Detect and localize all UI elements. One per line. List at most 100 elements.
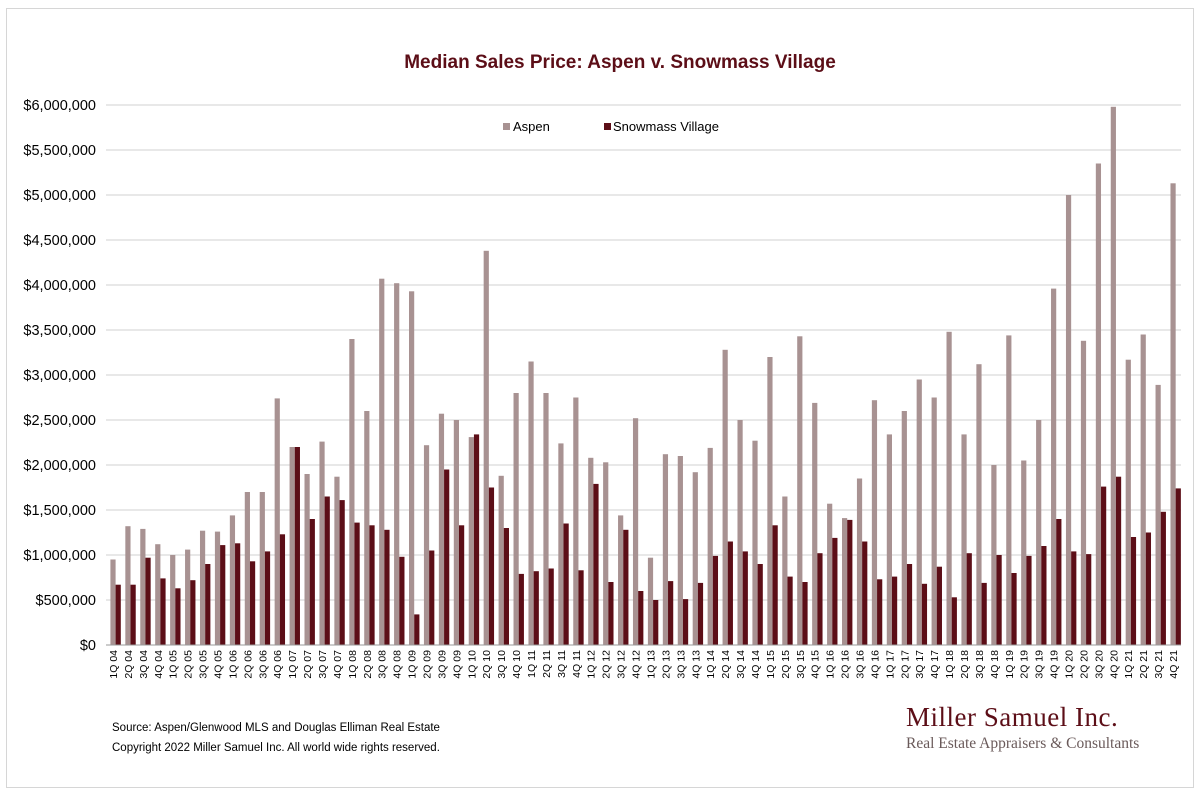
bar-snowmass xyxy=(294,447,300,645)
bar-snowmass xyxy=(891,576,898,645)
bar-snowmass xyxy=(488,487,495,645)
x-tick-label: 3Q 18 xyxy=(974,650,986,679)
bar-aspen xyxy=(603,462,609,645)
bar-aspen xyxy=(692,472,698,645)
x-tick-label: 3Q 14 xyxy=(735,650,747,679)
legend-swatch-aspen xyxy=(503,123,510,130)
x-tick-label: 3Q 06 xyxy=(257,650,269,679)
x-tick-label: 4Q 11 xyxy=(571,650,583,678)
bar-snowmass xyxy=(712,555,719,645)
x-tick-label: 2Q 05 xyxy=(183,650,195,679)
bar-aspen xyxy=(662,454,669,645)
legend-label-snowmass: Snowmass Village xyxy=(613,119,719,134)
bar-aspen xyxy=(558,443,564,645)
bar-aspen xyxy=(901,411,907,645)
bar-aspen xyxy=(498,475,504,645)
y-tick-label: $3,500,000 xyxy=(23,323,96,339)
bar-snowmass xyxy=(369,525,375,645)
x-tick-label: 2Q 13 xyxy=(660,650,672,679)
bar-snowmass xyxy=(742,551,748,645)
brand-logo: Miller Samuel Inc. Real Estate Appraiser… xyxy=(906,702,1139,753)
bar-snowmass xyxy=(205,564,211,645)
bar-aspen xyxy=(1095,163,1102,645)
bar-snowmass xyxy=(668,581,674,645)
bar-aspen xyxy=(528,361,534,645)
x-tick-label: 4Q 13 xyxy=(690,650,702,679)
bar-aspen xyxy=(214,531,221,645)
bar-snowmass xyxy=(444,469,450,645)
x-tick-label: 4Q 04 xyxy=(153,650,165,679)
x-tick-label: 3Q 17 xyxy=(914,650,926,679)
bar-aspen xyxy=(737,420,743,645)
legend: Aspen Snowmass Village xyxy=(503,119,719,134)
x-tick-label: 3Q 04 xyxy=(138,650,150,679)
bar-snowmass xyxy=(384,529,390,645)
bar-snowmass xyxy=(578,570,584,645)
y-tick-label: $5,000,000 xyxy=(23,188,96,204)
bar-snowmass xyxy=(757,564,763,645)
x-tick-label: 1Q 06 xyxy=(227,650,239,679)
bar-snowmass xyxy=(787,576,793,645)
bar-aspen xyxy=(259,492,265,645)
x-tick-label: 1Q 11 xyxy=(526,650,538,678)
x-tick-label: 3Q 09 xyxy=(436,650,448,679)
bar-snowmass xyxy=(1011,573,1017,645)
x-tick-label: 1Q 04 xyxy=(108,650,120,679)
bar-snowmass xyxy=(727,541,733,645)
bar-aspen xyxy=(916,379,922,645)
bar-snowmass xyxy=(279,534,286,645)
bar-aspen xyxy=(140,528,146,645)
bar-snowmass xyxy=(309,519,315,645)
y-tick-label: $4,000,000 xyxy=(23,278,96,294)
bar-snowmass xyxy=(249,561,256,645)
bar-snowmass xyxy=(653,600,659,645)
bar-aspen xyxy=(125,526,131,645)
x-tick-label: 3Q 13 xyxy=(675,650,687,679)
bar-aspen xyxy=(543,393,549,645)
bar-aspen xyxy=(632,418,639,645)
bar-aspen xyxy=(185,549,191,645)
y-tick-label: $0 xyxy=(80,638,96,654)
bar-aspen xyxy=(991,465,997,645)
bar-snowmass xyxy=(682,599,689,645)
brand-tagline: Real Estate Appraisers & Consultants xyxy=(906,735,1140,752)
bar-snowmass xyxy=(339,500,345,645)
bar-aspen xyxy=(618,515,624,645)
bar-aspen xyxy=(1065,195,1072,645)
x-tick-label: 3Q 11 xyxy=(556,650,568,678)
bar-aspen xyxy=(1125,359,1131,645)
x-tick-label: 2Q 16 xyxy=(840,650,852,679)
legend-swatch-snowmass xyxy=(604,123,611,130)
brand-name: Miller Samuel Inc. xyxy=(906,702,1119,732)
bar-snowmass xyxy=(817,553,823,645)
x-tick-label: 2Q 19 xyxy=(1019,650,1031,679)
x-tick-label: 1Q 14 xyxy=(705,650,717,679)
bar-snowmass xyxy=(324,496,330,645)
x-tick-label: 4Q 16 xyxy=(869,650,881,679)
y-axis-ticks: $0 $500,000 $1,000,000 $1,500,000 $2,000,000… xyxy=(23,98,96,654)
x-tick-label: 4Q 09 xyxy=(451,650,463,679)
bar-snowmass xyxy=(533,571,539,645)
x-tick-label: 1Q 20 xyxy=(1064,650,1076,679)
bar-aspen xyxy=(394,283,400,645)
bar-snowmass xyxy=(115,584,121,645)
x-tick-label: 3Q 05 xyxy=(198,650,210,679)
bar-aspen xyxy=(827,503,833,645)
x-tick-label: 2Q 20 xyxy=(1078,650,1090,679)
bar-snowmass xyxy=(1101,486,1107,645)
x-tick-label: 1Q 15 xyxy=(765,650,777,679)
bar-snowmass xyxy=(1086,554,1092,645)
bar-snowmass xyxy=(772,525,778,645)
bar-snowmass xyxy=(414,614,420,645)
bar-aspen xyxy=(961,434,967,645)
x-tick-label: 4Q 10 xyxy=(511,650,523,679)
chart-frame xyxy=(6,8,1194,788)
bar-snowmass xyxy=(832,537,838,645)
x-tick-label: 2Q 06 xyxy=(242,650,254,679)
y-tick-label: $3,000,000 xyxy=(23,368,96,384)
bar-snowmass xyxy=(473,434,480,645)
bar-snowmass xyxy=(1145,532,1152,645)
x-tick-label: 2Q 11 xyxy=(541,650,553,678)
x-tick-label: 3Q 15 xyxy=(795,650,807,679)
